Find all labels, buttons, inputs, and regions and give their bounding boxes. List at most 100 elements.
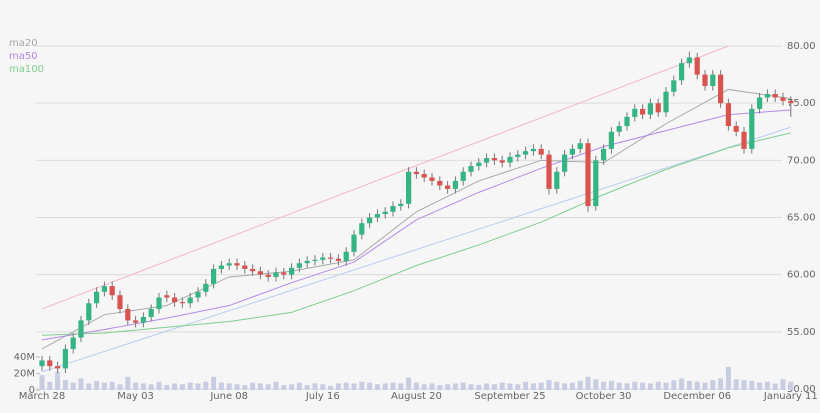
- volume-bar: [406, 377, 412, 390]
- candle-body: [257, 271, 263, 275]
- volume-bar: [538, 382, 544, 390]
- y-tick-label: 60.00: [787, 270, 816, 281]
- candle-body: [172, 297, 178, 303]
- volume-bar: [601, 381, 607, 390]
- volume-bar: [374, 384, 380, 390]
- candle-body: [749, 108, 755, 149]
- volume-bar: [172, 383, 178, 390]
- candle-body: [320, 257, 326, 260]
- volume-bar: [156, 381, 162, 390]
- volume-bar: [507, 383, 513, 390]
- volume-bar: [211, 376, 217, 390]
- moving-average-line: [41, 88, 791, 350]
- volume-bar: [554, 381, 560, 390]
- legend-entry: ma20: [9, 38, 38, 49]
- volume-bar: [624, 383, 630, 390]
- volume-bar: [273, 381, 279, 390]
- candle-body: [125, 308, 131, 321]
- volume-bar: [164, 385, 170, 390]
- volume-bar: [694, 381, 700, 390]
- volume-tick-label: 40M: [14, 352, 35, 363]
- candle-body: [374, 214, 380, 218]
- volume-bar: [569, 382, 575, 390]
- candle-body: [234, 263, 240, 266]
- x-tick-label: September 25: [474, 391, 545, 402]
- volume-bar: [62, 380, 68, 390]
- volume-bar: [109, 381, 115, 390]
- volume-bar: [187, 382, 193, 390]
- candle-body: [101, 286, 107, 292]
- candle-body: [359, 223, 365, 235]
- candle-body: [788, 100, 794, 104]
- candle-body: [117, 295, 123, 309]
- volume-bar: [718, 378, 724, 390]
- volume-bar: [655, 381, 661, 390]
- volume-bar: [320, 384, 326, 390]
- candle-body: [452, 180, 458, 189]
- volume-bar: [234, 384, 240, 390]
- candle-body: [647, 103, 653, 115]
- candle-body: [764, 94, 770, 98]
- y-tick-label: 80.00: [787, 41, 816, 52]
- moving-average-line: [41, 132, 791, 336]
- moving-average-line: [41, 109, 791, 341]
- candle-body: [507, 156, 513, 163]
- volume-bar: [593, 379, 599, 390]
- volume-bar: [140, 383, 146, 390]
- volume-bar: [265, 384, 271, 390]
- volume-bar: [562, 383, 568, 390]
- candle-body: [499, 160, 505, 163]
- candle-body: [289, 267, 295, 275]
- candle-body: [218, 265, 224, 269]
- volume-bar: [725, 366, 731, 390]
- volume-bar: [289, 384, 295, 390]
- volume-bar: [491, 384, 497, 390]
- candle-body: [725, 103, 731, 127]
- volume-bar: [390, 382, 396, 390]
- candle-body: [686, 57, 692, 64]
- candle-body: [70, 337, 76, 349]
- volume-bar: [679, 378, 685, 390]
- volume-bar: [460, 382, 466, 390]
- volume-bar: [421, 384, 427, 390]
- y-tick-label: 75.00: [787, 98, 816, 109]
- candle-body: [554, 171, 560, 189]
- candle-body: [47, 360, 53, 367]
- candle-body: [312, 259, 318, 261]
- volume-bar: [101, 382, 107, 390]
- volume-bar: [741, 380, 747, 390]
- volume-bar: [577, 380, 583, 390]
- candle-body: [140, 316, 146, 323]
- volume-bar: [203, 381, 209, 390]
- candle-body: [367, 217, 373, 224]
- candle-body: [741, 131, 747, 149]
- candle-body: [62, 348, 68, 369]
- candle-body: [179, 302, 185, 304]
- volume-bar: [148, 384, 154, 390]
- volume-bar: [484, 383, 490, 390]
- candle-body: [78, 320, 84, 338]
- candle-body: [382, 211, 388, 215]
- candle-body: [757, 97, 763, 109]
- candle-body: [718, 74, 724, 104]
- candle-body: [585, 143, 591, 207]
- legend-entry: ma100: [9, 64, 44, 75]
- candle-body: [593, 160, 599, 207]
- volume-bar: [530, 383, 536, 390]
- volume-bar: [47, 381, 53, 390]
- volume-bar: [218, 382, 224, 390]
- volume-bar: [749, 380, 755, 390]
- volume-bar: [367, 382, 373, 390]
- volume-bar: [632, 381, 638, 390]
- volume-bar: [257, 383, 263, 390]
- volume-bar: [702, 382, 708, 390]
- x-tick-label: June 08: [209, 391, 248, 402]
- x-tick-label: August 20: [391, 391, 442, 402]
- volume-bar: [86, 383, 92, 390]
- candle-body: [273, 272, 279, 277]
- volume-bar: [608, 380, 614, 390]
- x-tick-label: July 16: [305, 391, 340, 402]
- candle-body: [546, 154, 552, 189]
- candle-body: [164, 295, 170, 298]
